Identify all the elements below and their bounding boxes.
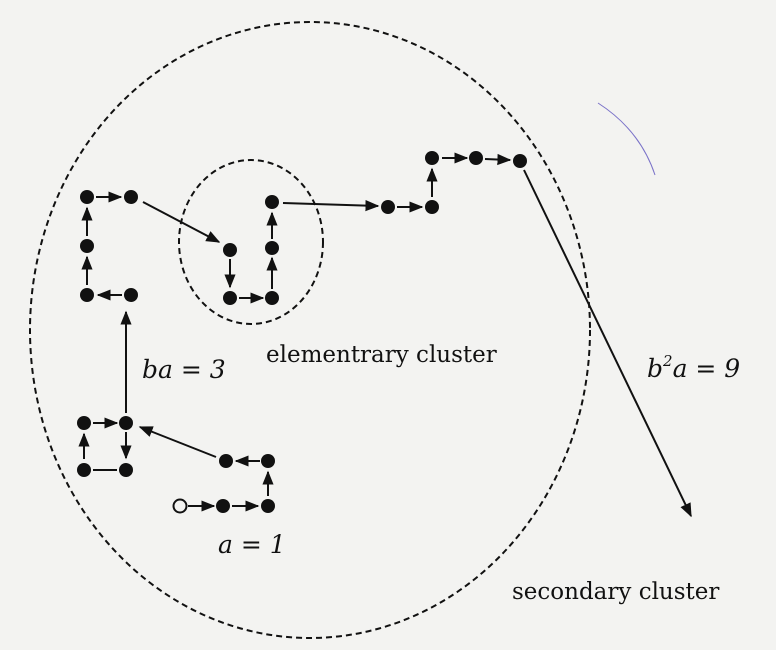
label-elementary: elementrary cluster [266,342,497,368]
edge-from-elementary [282,200,380,212]
group-ba-bottom [77,416,133,477]
label-b2a: b2a = 9 [647,352,740,383]
edge [484,153,512,166]
node [381,200,395,214]
node [265,291,279,305]
node [216,499,230,513]
group-elementary [223,195,279,305]
edge-a-to-ba [138,426,217,458]
node [80,239,94,253]
group-chain-right [381,151,527,214]
label-secondary: secondary cluster [512,579,719,605]
label-a: a = 1 [218,530,286,559]
node [265,195,279,209]
elementary-cluster-boundary [178,159,324,325]
node [265,241,279,255]
node [425,200,439,214]
secondary-cluster-boundary [29,21,591,639]
node [119,416,133,430]
node [77,463,91,477]
node [80,288,94,302]
group-a [172,454,275,514]
node [261,499,275,513]
label-b2a-rest: a = 9 [673,354,741,383]
pen-mark [597,102,656,176]
node [513,154,527,168]
node [223,243,237,257]
edge-exit [523,169,692,518]
node [219,454,233,468]
node [124,288,138,302]
seed-node [172,498,188,514]
node [80,190,94,204]
node [469,151,483,165]
node [119,463,133,477]
label-ba: ba = 3 [142,355,226,384]
label-b2a-base: b [647,354,663,383]
node [77,416,91,430]
node [223,291,237,305]
edge-to-elementary [142,201,221,243]
node [124,190,138,204]
group-ba-top [80,190,138,302]
label-b2a-exp: 2 [662,352,673,370]
node [261,454,275,468]
node [425,151,439,165]
